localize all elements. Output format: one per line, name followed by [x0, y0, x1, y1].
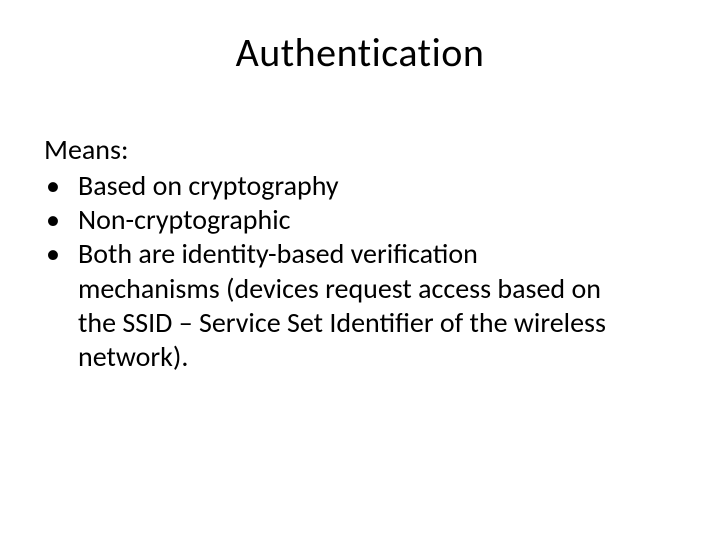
bullet-item-3: • Both are identity-based verification: [44, 237, 676, 271]
slide-title: Authentication: [44, 28, 676, 77]
slide-content: Means: • Based on cryptography • Non-cry…: [44, 133, 676, 374]
means-label: Means:: [44, 133, 676, 167]
bullet-text-3-cont3: network).: [44, 340, 676, 374]
bullet-item-2: • Non-cryptographic: [44, 203, 676, 237]
bullet-text-3-cont1: mechanisms (devices request access based…: [44, 272, 676, 306]
bullet-icon: •: [44, 237, 78, 271]
slide-container: Authentication Means: • Based on cryptog…: [0, 0, 720, 540]
bullet-text-3-cont2: the SSID – Service Set Identifier of the…: [44, 306, 676, 340]
bullet-icon: •: [44, 169, 78, 203]
bullet-item-1: • Based on cryptography: [44, 169, 676, 203]
bullet-text-3: Both are identity-based verification: [78, 237, 676, 271]
bullet-text-2: Non-cryptographic: [78, 203, 676, 237]
bullet-icon: •: [44, 203, 78, 237]
bullet-text-1: Based on cryptography: [78, 169, 676, 203]
